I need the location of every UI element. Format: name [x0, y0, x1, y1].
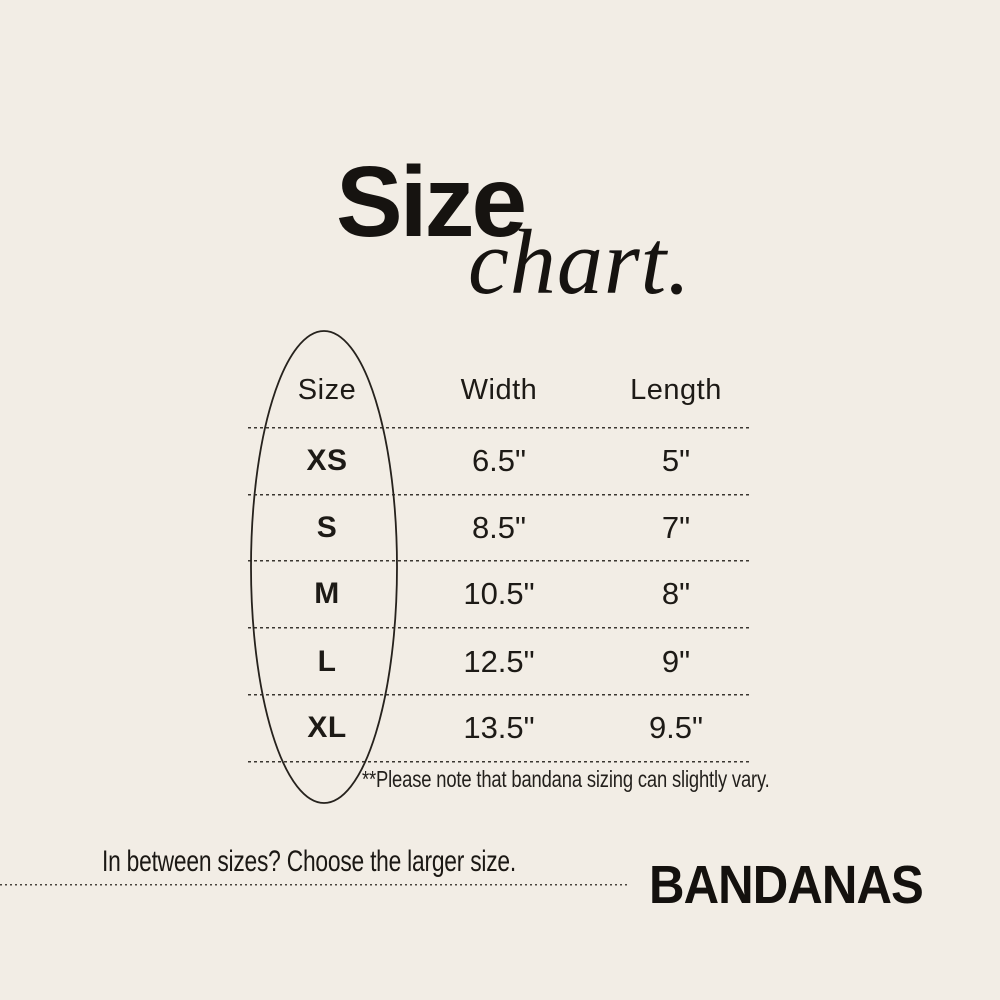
row-divider	[248, 694, 751, 696]
column-header-length: Length	[630, 373, 722, 406]
column-header-size: Size	[297, 373, 357, 406]
size-label: XS	[306, 444, 348, 477]
table-row: L 12.5" 9"	[248, 636, 751, 688]
width-value: 8.5"	[471, 510, 527, 545]
row-divider	[248, 761, 751, 763]
between-sizes-tip: In between sizes? Choose the larger size…	[102, 845, 516, 878]
table-row: XS 6.5" 5"	[248, 435, 751, 487]
column-header-width: Width	[460, 373, 538, 406]
size-label: XL	[307, 711, 347, 744]
table-row: S 8.5" 7"	[248, 502, 751, 554]
brand-label: BANDANAS	[649, 855, 924, 915]
row-divider	[248, 627, 751, 629]
page-title-script: chart.	[468, 211, 692, 313]
length-value: 9.5"	[648, 710, 704, 745]
size-label: L	[317, 645, 337, 678]
width-value: 10.5"	[463, 576, 535, 611]
size-label: S	[316, 511, 338, 544]
size-label: M	[314, 577, 340, 610]
row-divider	[248, 427, 751, 429]
length-value: 7"	[661, 510, 691, 545]
length-value: 8"	[661, 576, 691, 611]
width-value: 12.5"	[463, 644, 535, 679]
length-value: 5"	[661, 443, 691, 478]
row-divider	[248, 494, 751, 496]
footer-dotted-divider	[0, 884, 630, 886]
table-row: M 10.5" 8"	[248, 568, 751, 620]
page-title: Size	[336, 146, 527, 258]
width-value: 6.5"	[471, 443, 527, 478]
sizing-footnote: **Please note that bandana sizing can sl…	[362, 766, 770, 792]
length-value: 9"	[661, 644, 691, 679]
table-header-row: Size Width Length	[248, 366, 751, 414]
row-divider	[248, 560, 751, 562]
table-row: XL 13.5" 9.5"	[248, 702, 751, 754]
width-value: 13.5"	[463, 710, 535, 745]
